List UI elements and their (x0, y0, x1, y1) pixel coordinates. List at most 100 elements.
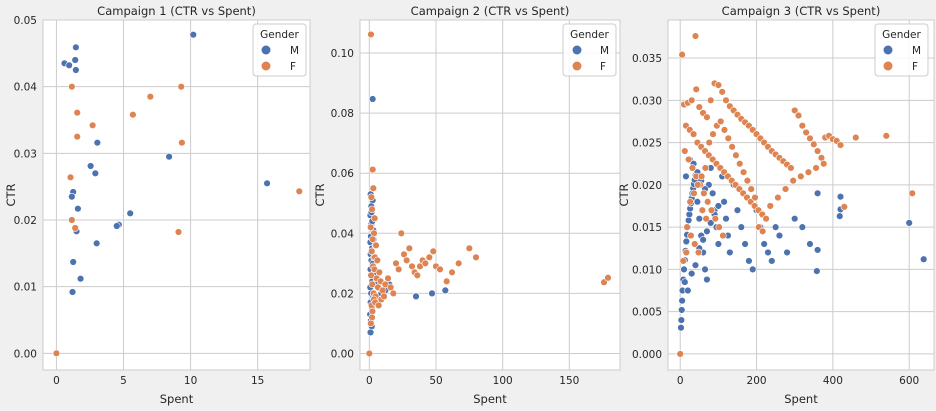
scatter-point-f (174, 228, 183, 236)
scatter-point-m (678, 306, 686, 314)
scatter-point-m (428, 289, 436, 298)
scatter-point-f (372, 241, 380, 250)
scatter-point-f (836, 141, 845, 149)
scatter-point-f (413, 271, 422, 280)
y-axis-title-2: CTR (313, 183, 327, 206)
y-tick-label: 0.00 (14, 348, 37, 360)
scatter-point-m (760, 240, 768, 248)
scatter-point-f (813, 147, 822, 155)
legend-label-m-1: M (290, 45, 299, 57)
legend-2: Gender M F (562, 23, 617, 77)
scatter-point-f (88, 121, 97, 130)
scatter-point-m (703, 275, 711, 284)
scatter-point-m (71, 56, 79, 64)
x-axis-title-3: Spent (784, 392, 818, 406)
y-tick-label: 0.000 (632, 349, 662, 361)
scatter-point-m (813, 246, 822, 254)
scatter-point-m (69, 258, 77, 266)
scatter-point-f (380, 292, 388, 301)
scatter-point-m (74, 204, 82, 213)
scatter-point-f (448, 268, 456, 277)
scatter-point-m (412, 292, 420, 301)
scatter-point-m (813, 189, 822, 198)
legend-title-2: Gender (570, 29, 609, 41)
scatter-point-f (732, 151, 740, 159)
scatter-point-f (691, 32, 700, 40)
scatter-point-m (836, 212, 844, 220)
scatter-point-f (367, 193, 376, 201)
scatter-point-f (820, 160, 828, 168)
scatter-point-f (774, 193, 782, 202)
scatter-point-m (919, 255, 928, 263)
scatter-point-f (692, 85, 700, 94)
scatter-point-m (836, 192, 845, 201)
scatter-point-f (373, 256, 382, 265)
subplot-3: 0 200 400 600 0.000 0.005 0.010 0.015 0.020 0.025… (617, 4, 935, 406)
scatter-point-f (720, 126, 729, 134)
scatter-point-m (714, 240, 723, 248)
y-tick-label: 0.04 (14, 82, 38, 94)
scatter-point-f (384, 274, 392, 283)
ticks-2: 0 50 100 150 0.00 0.02 0.04 0.06 0.08 0.10 (331, 48, 580, 387)
scatter-point-f (375, 268, 384, 277)
scatter-point-f (687, 231, 695, 240)
scatter-point-f (722, 96, 730, 105)
scatter-point-f (719, 231, 727, 240)
scatter-point-f (700, 189, 708, 198)
scatter-point-f (604, 274, 612, 282)
scatter-point-f (405, 244, 414, 253)
scatter-point-f (698, 206, 707, 214)
scatter-point-m (707, 219, 715, 227)
scatter-point-f (714, 81, 723, 89)
scatter-point-f (728, 143, 736, 151)
scatter-point-m (68, 288, 77, 296)
scatter-point-f (724, 134, 732, 143)
scatter-point-m (783, 248, 791, 257)
scatter-point-f (804, 168, 813, 176)
y-tick-label: 0.025 (632, 138, 662, 150)
scatter-point-f (739, 168, 748, 176)
scatter-point-f (408, 262, 416, 271)
scatter-point-m (749, 265, 757, 274)
scatter-point-m (693, 198, 702, 206)
scatter-point-f (370, 229, 378, 238)
scatter-point-f (394, 265, 403, 274)
legend-1: Gender M F (252, 23, 307, 77)
scatter-point-m (687, 269, 696, 278)
scatter-point-f (751, 193, 759, 202)
scatter-point-m (113, 222, 121, 230)
x-tick-label: 150 (559, 375, 579, 387)
scatter-point-f (797, 172, 805, 181)
scatter-point-m (366, 328, 375, 337)
scatter-point-f (73, 108, 81, 117)
y-tick-label: 0.010 (632, 264, 662, 276)
scatter-point-f (703, 198, 712, 206)
scatter-point-f (368, 165, 377, 174)
scatter-point-m (263, 179, 271, 188)
scatter-point-m (72, 43, 80, 52)
scatter-point-m (813, 267, 821, 275)
scatter-point-f (694, 248, 703, 257)
legend-marker-m-1 (261, 45, 271, 55)
scatter-point-f (840, 203, 849, 211)
scatter-point-f (703, 113, 711, 121)
y-tick-label: 0.01 (14, 282, 37, 294)
scatter-point-m (726, 248, 734, 257)
scatter-point-f (715, 223, 723, 231)
scatter-point-m (695, 214, 703, 223)
scatter-point-f (367, 271, 375, 280)
scatter-point-m (741, 240, 749, 248)
scatter-point-f (691, 240, 699, 248)
scatter-point-f (68, 216, 76, 224)
scatter-point-f (705, 138, 713, 147)
scatter-point-m (771, 223, 780, 231)
scatter-point-f (386, 283, 395, 292)
scatter-point-f (682, 248, 691, 257)
scatter-point-f (442, 277, 451, 286)
scatter-point-f (465, 244, 474, 253)
points-2 (365, 30, 612, 358)
scatter-point-m (65, 61, 73, 70)
scatter-point-f (68, 82, 76, 91)
legend-marker-f-1 (261, 61, 271, 71)
scatter-point-f (806, 134, 814, 143)
